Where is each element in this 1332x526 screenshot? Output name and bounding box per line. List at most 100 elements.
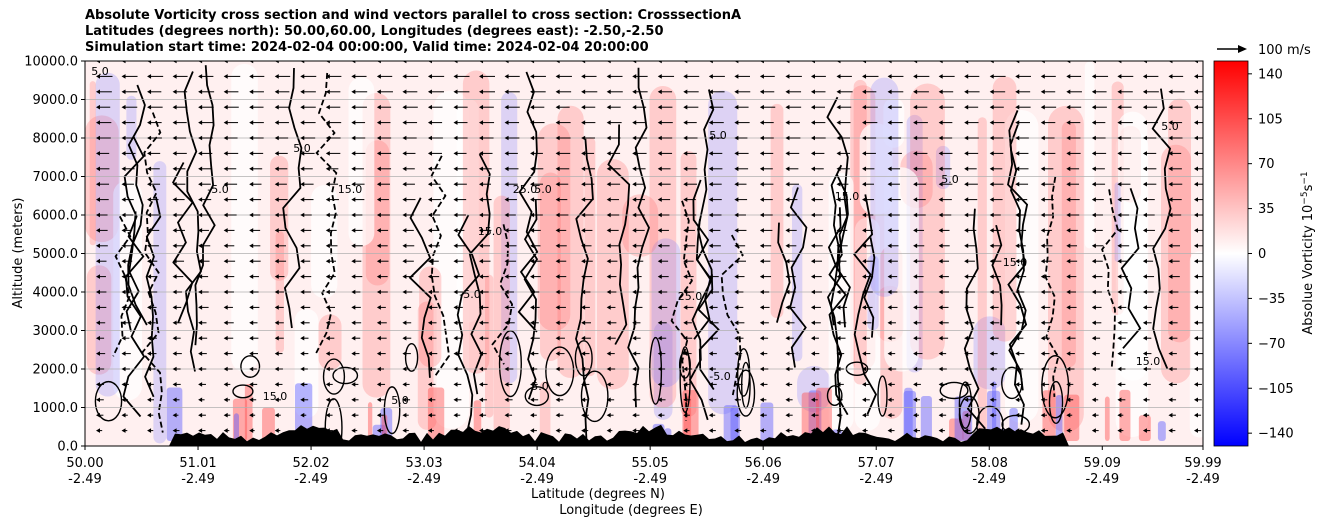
x-tick-label-lat: 58.08 xyxy=(971,456,1008,471)
wind-vector-head xyxy=(657,382,662,387)
wind-vector-head xyxy=(555,397,560,403)
wind-vector-head xyxy=(1194,274,1198,279)
wind-vector-head xyxy=(121,197,126,202)
wind-vector-head xyxy=(555,74,560,79)
field-patch xyxy=(1048,105,1084,433)
wind-vector-head xyxy=(1168,274,1173,279)
field-patch xyxy=(484,274,494,418)
wind-vector-head xyxy=(530,274,535,279)
wind-vector-head xyxy=(1117,274,1122,279)
wind-vector-head xyxy=(913,74,918,79)
wind-vector-head xyxy=(657,151,662,156)
wind-vector-head xyxy=(862,104,867,110)
title-line-2: Latitudes (degrees north): 50.00,60.00, … xyxy=(85,24,664,39)
wind-vector-head xyxy=(1040,274,1045,279)
wind-vector-head xyxy=(1117,181,1122,187)
wind-vector-head xyxy=(121,428,126,433)
wind-vector-head xyxy=(1015,320,1020,326)
x-tick-label-lon: -2.49 xyxy=(294,472,328,487)
wind-vector-head xyxy=(249,104,254,110)
wind-vector-head xyxy=(938,104,943,110)
wind-vector-head xyxy=(530,197,535,202)
wind-vector-head xyxy=(1040,243,1045,249)
wind-vector-head xyxy=(1142,351,1147,356)
wind-vector-head xyxy=(427,120,432,125)
field-patch-low xyxy=(232,398,248,441)
wind-vector-head xyxy=(1015,89,1020,95)
wind-vector-head xyxy=(198,289,203,295)
wind-vector-head xyxy=(913,382,918,387)
contour-line xyxy=(456,214,481,436)
wind-vector-head xyxy=(530,243,535,249)
wind-vector-head xyxy=(734,228,739,233)
wind-vector-head xyxy=(555,274,560,279)
wind-vector-head xyxy=(964,166,969,172)
x-tick-label-lon: -2.49 xyxy=(859,472,893,487)
wind-vector-head xyxy=(121,412,126,418)
wind-vector-head xyxy=(300,61,305,64)
wind-vector-head xyxy=(555,305,560,310)
wind-vector-head xyxy=(964,104,969,110)
wind-vector-head xyxy=(249,366,254,372)
wind-vector-head xyxy=(683,61,688,64)
wind-vector-head xyxy=(96,197,100,202)
wind-vector-head xyxy=(759,212,764,218)
wind-vector-head xyxy=(734,382,739,387)
wind-vector-head xyxy=(734,212,739,218)
wind-vector-head xyxy=(274,228,279,233)
wind-vector-head xyxy=(376,135,381,141)
wind-vector-head xyxy=(581,274,586,279)
wind-vector-head xyxy=(325,335,330,341)
wind-vector-head xyxy=(402,428,407,433)
wind-vector-head xyxy=(632,258,637,264)
field-patch xyxy=(270,155,289,281)
wind-vector-head xyxy=(351,74,356,79)
wind-vector-head xyxy=(887,61,892,64)
wind-vector-head xyxy=(300,228,305,233)
wind-vector-head xyxy=(504,243,509,249)
wind-vector-head xyxy=(530,228,535,233)
wind-vector-head xyxy=(147,228,152,233)
contour-line xyxy=(430,155,451,377)
wind-vector-head xyxy=(402,366,407,372)
wind-vector-head xyxy=(836,135,841,141)
wind-vector-head xyxy=(836,412,841,418)
wind-vector-head xyxy=(606,289,611,295)
wind-vector-head xyxy=(96,258,100,264)
wind-vector-head xyxy=(606,181,611,187)
wind-vector-head xyxy=(862,274,867,279)
wind-vector-head xyxy=(249,197,254,202)
wind-vector-head xyxy=(708,104,713,110)
wind-vector-head xyxy=(1142,243,1147,249)
wind-vector-head xyxy=(121,212,126,218)
wind-vector-head xyxy=(453,89,458,95)
wind-vector-head xyxy=(479,212,484,218)
wind-vector-head xyxy=(427,135,432,141)
wind-vector-head xyxy=(913,320,918,326)
wind-vector-head xyxy=(530,74,535,79)
wind-vector-head xyxy=(147,412,152,418)
wind-vector-head xyxy=(249,428,254,433)
wind-vector-head xyxy=(734,197,739,202)
wind-vector-head xyxy=(325,289,330,295)
wind-vector-head xyxy=(683,274,688,279)
wind-vector-head xyxy=(989,197,994,202)
x-tick-label-lat: 50.00 xyxy=(66,456,103,471)
wind-vector-head xyxy=(913,412,918,418)
wind-vector-head xyxy=(913,274,918,279)
wind-vector-head xyxy=(734,258,739,264)
wind-vector-head xyxy=(274,212,279,218)
wind-vector-head xyxy=(632,397,637,403)
contour-line xyxy=(789,187,808,368)
contour-label: 5.0 xyxy=(391,394,409,407)
wind-vector-head xyxy=(172,366,177,372)
wind-vector-head xyxy=(479,61,484,64)
wind-vector-head xyxy=(96,320,100,326)
wind-vector-head xyxy=(351,89,356,95)
wind-vector-head xyxy=(427,274,432,279)
colorbar-tick-label: 35 xyxy=(1258,202,1275,217)
wind-vector-head xyxy=(632,151,637,156)
wind-vector-head xyxy=(172,89,177,95)
wind-vector-head xyxy=(453,151,458,156)
